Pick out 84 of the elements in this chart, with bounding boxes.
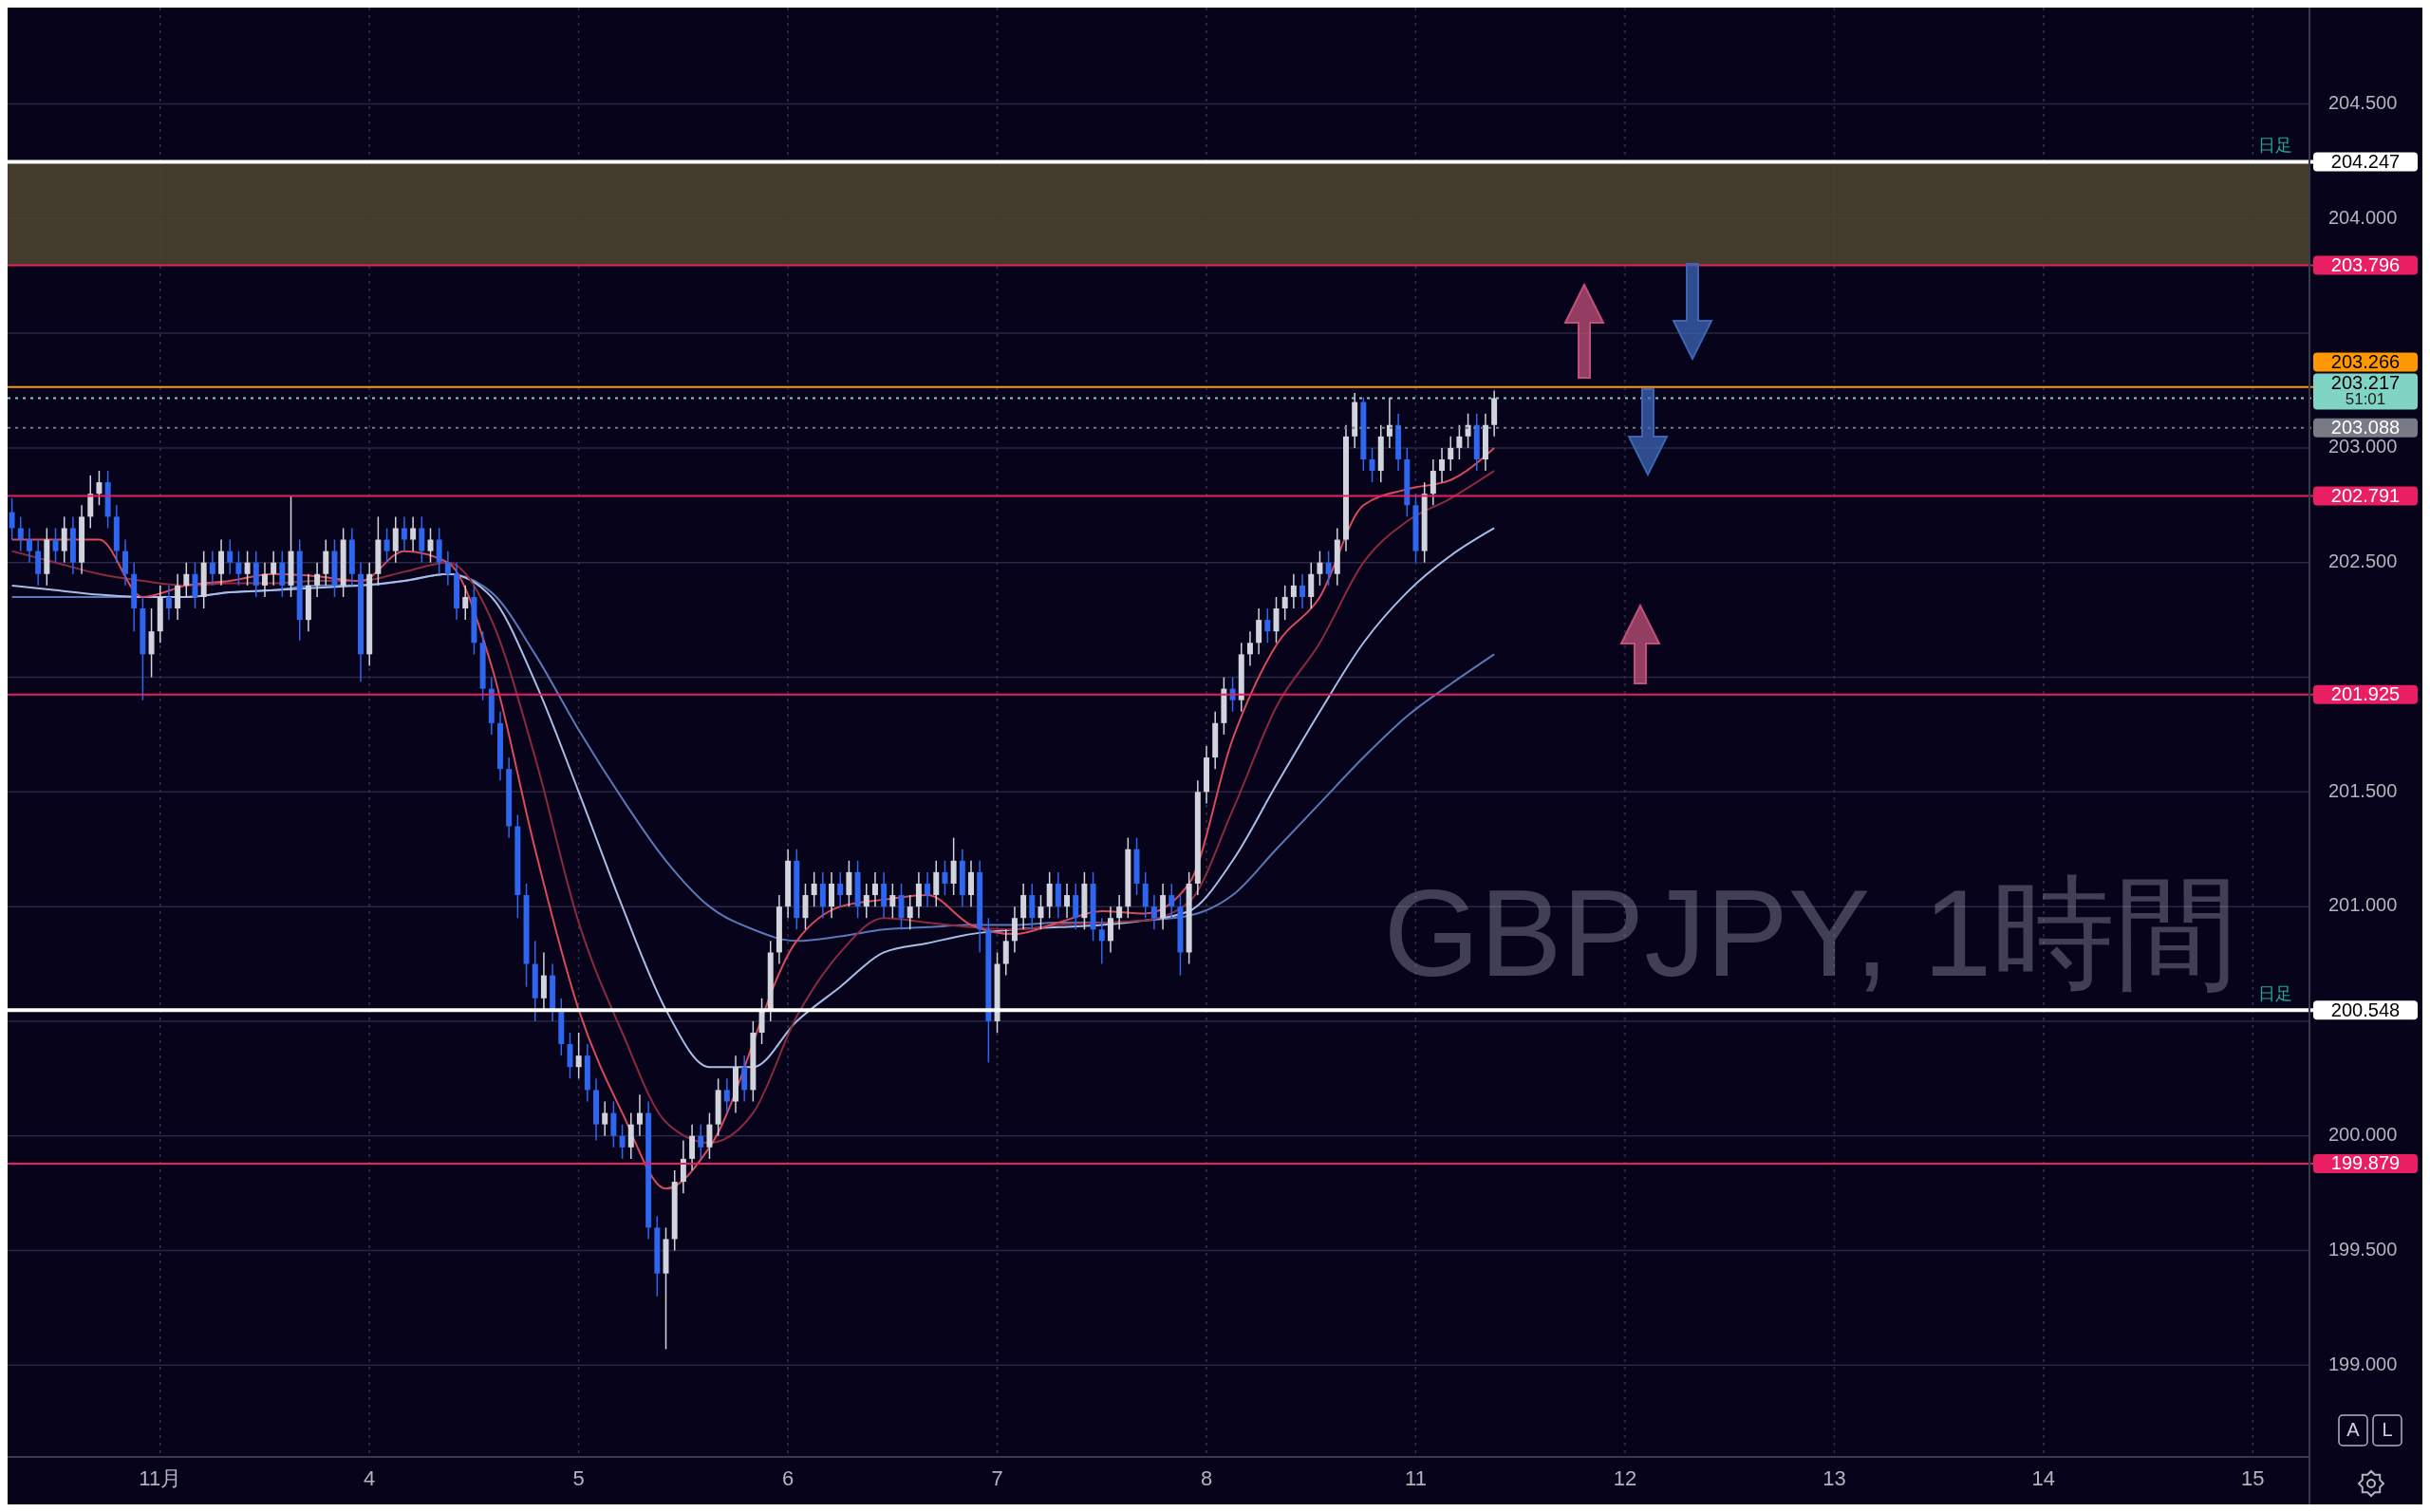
annotation: 日足 xyxy=(2258,136,2292,156)
candlestick xyxy=(723,1077,730,1114)
candlestick xyxy=(1246,630,1253,667)
x-tick-label: 12 xyxy=(1613,1466,1637,1490)
candlestick xyxy=(619,1123,626,1160)
candlestick xyxy=(1116,894,1123,931)
y-tick-label: 200.000 xyxy=(2328,1124,2398,1146)
candlestick xyxy=(889,883,896,919)
candlestick xyxy=(1064,883,1071,919)
x-tick-label: 6 xyxy=(781,1466,794,1490)
text: GBPJPY, 1時間 xyxy=(1383,864,2239,1002)
candlestick xyxy=(575,1032,582,1080)
candlestick xyxy=(1290,573,1297,609)
x-tick-label: 4 xyxy=(364,1466,376,1490)
y-tick-label: 199.000 xyxy=(2328,1353,2398,1374)
candlestick xyxy=(1299,573,1306,609)
candlestick xyxy=(96,470,103,507)
y-tick-label: 204.000 xyxy=(2328,206,2398,228)
candlestick xyxy=(444,550,451,587)
x-tick-label: 11 xyxy=(1405,1466,1427,1490)
candlestick xyxy=(271,550,277,587)
candlestick xyxy=(52,527,59,564)
candlestick xyxy=(698,1123,704,1160)
candlestick xyxy=(1456,423,1463,460)
candlestick xyxy=(26,527,32,564)
candlestick xyxy=(17,515,24,552)
ref-line-label: 199.879 xyxy=(2330,1152,2401,1174)
x-tick-label: 11月 xyxy=(139,1466,182,1490)
y-tick-label: 201.000 xyxy=(2328,894,2398,916)
x-tick-label: 5 xyxy=(572,1466,585,1490)
x-tick-label: 8 xyxy=(1200,1466,1213,1490)
candlestick xyxy=(209,550,215,587)
y-tick-label: 201.500 xyxy=(2328,779,2398,801)
candlestick xyxy=(1439,447,1446,483)
candlestick xyxy=(314,561,321,598)
candlestick xyxy=(401,515,407,552)
text: L xyxy=(2382,1419,2393,1441)
candlestick xyxy=(1465,412,1471,449)
candlestick xyxy=(1325,550,1332,587)
candlestick xyxy=(1369,447,1375,483)
candlestick xyxy=(1264,607,1271,644)
x-tick-label: 13 xyxy=(1822,1466,1846,1490)
candlestick xyxy=(462,585,469,621)
y-tick-label: 202.500 xyxy=(2328,550,2398,571)
candlestick xyxy=(1317,550,1323,587)
candlestick xyxy=(863,883,869,919)
ref-line-label: 201.925 xyxy=(2330,682,2401,704)
ref-line-label: 202.791 xyxy=(2330,484,2401,506)
candlestick xyxy=(871,871,878,907)
y-tick-label: 199.500 xyxy=(2328,1238,2398,1260)
annotation: 日足 xyxy=(2258,984,2292,1004)
candlestick xyxy=(383,527,390,564)
candlestick xyxy=(1098,917,1105,965)
candlestick xyxy=(410,515,417,552)
candlestick xyxy=(165,585,172,621)
candlestick xyxy=(811,871,817,907)
candlestick xyxy=(227,538,234,575)
candlestick xyxy=(261,561,268,598)
candlestick xyxy=(942,860,948,896)
candlestick xyxy=(1150,894,1157,931)
ref-line-label: 204.247 xyxy=(2330,150,2401,172)
ref-line-label: 200.548 xyxy=(2330,999,2401,1020)
x-tick-label: 14 xyxy=(2031,1466,2056,1490)
candlestick xyxy=(1281,585,1288,621)
ref-line-label: 203.266 xyxy=(2330,350,2401,372)
candlestick xyxy=(244,550,251,587)
candlestick xyxy=(9,497,15,541)
ref-line-label: 203.796 xyxy=(2330,253,2401,275)
x-tick-label: 7 xyxy=(991,1466,1003,1490)
ref-line-label: 203.088 xyxy=(2330,416,2401,438)
candlestick xyxy=(1386,396,1393,449)
y-tick-label: 203.000 xyxy=(2328,436,2398,457)
candlestick xyxy=(925,871,931,907)
candlestick xyxy=(837,871,844,907)
y-tick-label: 204.500 xyxy=(2328,91,2398,113)
candlestick xyxy=(602,1100,608,1137)
text: A xyxy=(2346,1419,2361,1441)
candlestick xyxy=(907,894,913,931)
x-tick-label: 15 xyxy=(2241,1466,2265,1490)
candlestick xyxy=(235,550,242,587)
candlestick xyxy=(183,561,190,598)
candlestick xyxy=(636,1093,643,1137)
candlestick xyxy=(1448,436,1454,472)
candlestick xyxy=(1168,883,1175,919)
